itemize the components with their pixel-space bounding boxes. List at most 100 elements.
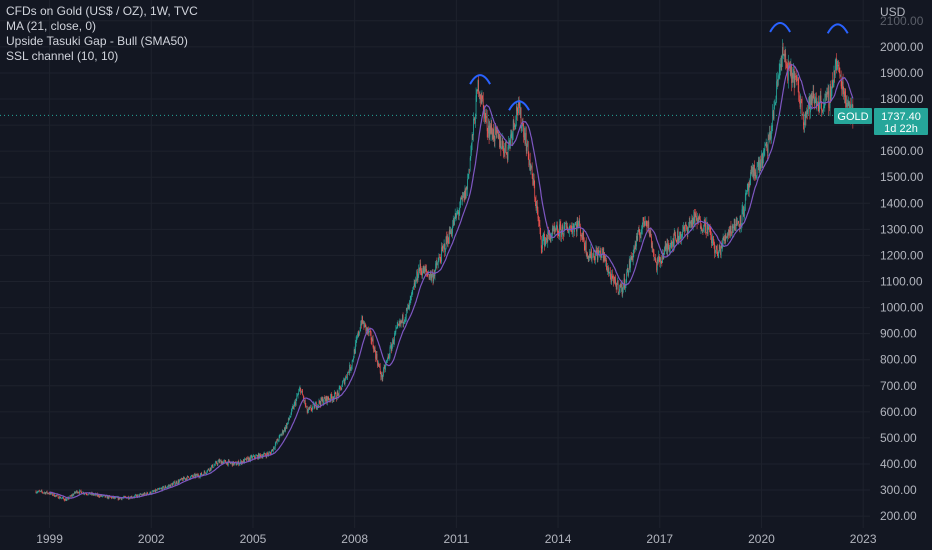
candle-body xyxy=(308,408,309,412)
time-axis[interactable]: 1999 2002 2005 2008 2011 2014 2017 2020 2023 xyxy=(36,532,877,546)
candle-body xyxy=(432,273,433,276)
candle-body xyxy=(613,278,614,283)
candle-body xyxy=(428,274,430,279)
candle-body xyxy=(712,235,714,242)
candle-body xyxy=(487,131,489,134)
candle-body xyxy=(196,474,198,476)
candle-body xyxy=(505,142,507,153)
candle-body xyxy=(37,491,39,493)
candle-body xyxy=(383,368,384,376)
candle-body xyxy=(667,244,669,251)
candle-body xyxy=(846,103,848,107)
candle-body xyxy=(51,492,52,494)
candle-body xyxy=(813,92,815,99)
candle-body xyxy=(420,263,421,271)
candle-body xyxy=(372,338,374,348)
candle-body xyxy=(554,229,556,231)
candle-body xyxy=(601,249,603,254)
candle-body xyxy=(518,100,520,106)
candle-body xyxy=(342,380,344,383)
candle-body xyxy=(121,498,122,500)
candle-body xyxy=(443,244,445,246)
indicator-tasuki[interactable]: Upside Tasuki Gap - Bull (SMA50) xyxy=(6,34,188,48)
candle-body xyxy=(431,275,433,279)
candle-body xyxy=(835,58,837,64)
candle-body xyxy=(103,495,105,496)
candle-body xyxy=(172,483,174,486)
candle-body xyxy=(161,488,163,491)
candle-body xyxy=(729,226,731,233)
candle-body xyxy=(783,54,785,56)
candle-body xyxy=(830,86,832,101)
candle-body xyxy=(838,66,840,68)
candle-body xyxy=(825,93,826,98)
candle-body xyxy=(159,488,161,490)
candle-body xyxy=(176,481,178,484)
indicator-ma[interactable]: MA (21, close, 0) xyxy=(6,19,97,33)
candle-body xyxy=(509,140,511,145)
candle-body xyxy=(306,406,307,407)
symbol-title[interactable]: CFDs on Gold (US$ / OZ), 1W, TVC xyxy=(6,4,198,18)
candle-body xyxy=(744,195,746,210)
candle-body xyxy=(784,54,785,57)
candle-body xyxy=(718,244,720,252)
candle-body xyxy=(821,102,822,111)
candle-body xyxy=(812,92,814,101)
candle-body xyxy=(742,206,744,216)
price-axis[interactable]: 2100.002000.001900.001800.001700.001600.… xyxy=(880,14,924,523)
y-tick-label: 600.00 xyxy=(880,405,917,419)
candle-body xyxy=(280,434,282,436)
candle-body xyxy=(193,474,195,477)
candle-body xyxy=(139,494,141,495)
candle-body xyxy=(686,229,688,235)
candle-body xyxy=(298,391,300,395)
candle-body xyxy=(400,320,401,324)
candle-body xyxy=(269,452,270,454)
candle-body xyxy=(411,290,413,294)
candle-body xyxy=(806,110,808,112)
candle-body xyxy=(820,95,822,103)
candle-body xyxy=(591,257,593,260)
candle-body xyxy=(499,140,501,148)
candle-body xyxy=(64,498,66,501)
candle-body xyxy=(704,219,706,222)
indicator-ssl[interactable]: SSL channel (10, 10) xyxy=(6,49,119,63)
candle-body xyxy=(590,249,592,258)
candle-body xyxy=(426,271,428,274)
candle-body xyxy=(493,139,495,141)
candle-body xyxy=(671,243,673,248)
candle-body xyxy=(633,247,635,254)
x-tick-label: 2014 xyxy=(545,532,572,546)
candle-body xyxy=(814,99,816,104)
candle-body xyxy=(575,224,577,226)
candle-body xyxy=(401,320,403,322)
candle-body xyxy=(270,450,272,454)
candle-body xyxy=(453,220,455,225)
candle-body xyxy=(205,473,207,474)
candle-body xyxy=(323,397,325,403)
candle-body xyxy=(683,226,685,230)
candle-body xyxy=(325,398,326,401)
candle-body xyxy=(495,127,497,133)
candle-body xyxy=(472,134,474,136)
candle-body xyxy=(712,235,714,244)
candle-body xyxy=(645,221,646,223)
candle-body xyxy=(405,308,407,318)
candle-body xyxy=(636,236,638,241)
candle-body xyxy=(537,210,539,219)
candle-body xyxy=(518,100,519,114)
candle-body xyxy=(665,245,667,249)
candle-body xyxy=(48,492,49,494)
candle-body xyxy=(78,492,79,494)
candle-body xyxy=(543,233,545,239)
candle-body xyxy=(111,497,113,499)
candle-body xyxy=(455,213,457,218)
candle-body xyxy=(797,79,799,86)
candle-body xyxy=(138,494,139,496)
candle-body xyxy=(602,249,604,258)
candle-body xyxy=(628,270,629,276)
candle-body xyxy=(259,453,260,459)
candle-body xyxy=(745,194,747,196)
candle-body xyxy=(644,221,646,226)
